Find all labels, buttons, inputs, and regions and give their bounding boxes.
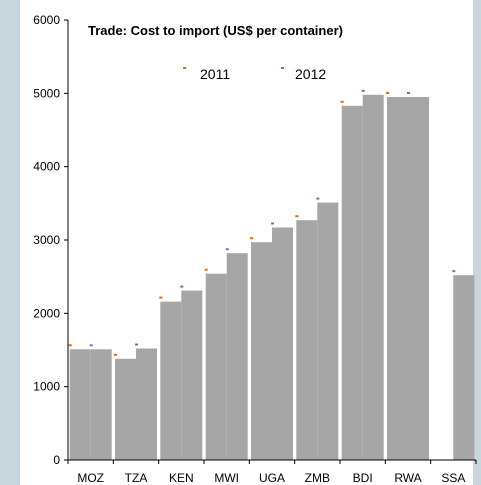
bar-marker-2011-ken xyxy=(159,296,163,299)
x-tick-label: RWA xyxy=(394,471,421,485)
bar-2011-uga xyxy=(251,242,272,460)
bar-2012-ken xyxy=(181,290,203,460)
bar-marker-2012-zmb xyxy=(316,197,320,200)
bar-2011-zmb xyxy=(296,220,318,460)
bar-marker-2012-mwi xyxy=(225,248,229,251)
bar-2011-moz xyxy=(69,349,91,460)
bar-2011-ken xyxy=(160,301,182,460)
right-border xyxy=(473,0,481,485)
y-tick-label: 3000 xyxy=(33,233,60,247)
bar-2011-rwa xyxy=(387,97,408,460)
bar-2012-bdi xyxy=(362,94,384,461)
bar-marker-2012-ssa xyxy=(452,270,456,273)
x-tick-label: TZA xyxy=(125,471,148,485)
bar-2012-tza xyxy=(136,348,157,460)
y-axis: 0 1000 2000 3000 4000 5000 6000 xyxy=(33,13,69,467)
y-tick-label: 2000 xyxy=(33,306,60,320)
y-tick-label: 6000 xyxy=(33,13,60,27)
y-tick-label: 4000 xyxy=(33,160,60,174)
x-tick-label: MWI xyxy=(214,471,239,485)
x-tick-label: KEN xyxy=(169,471,194,485)
bar-marker-2011-uga xyxy=(250,237,253,240)
bar-2011-mwi xyxy=(205,273,227,460)
bar-marker-2011-rwa xyxy=(386,92,389,94)
x-tick-label: UGA xyxy=(259,471,285,485)
x-tick-label: SSA xyxy=(441,471,465,485)
x-tick-label: MOZ xyxy=(77,471,104,485)
bar-2011-tza xyxy=(115,358,136,460)
legend-label-2012: 2012 xyxy=(295,66,326,82)
chart-title: Trade: Cost to import (US$ per container… xyxy=(88,23,343,38)
bar-marker-2012-rwa xyxy=(407,92,410,94)
y-tick-label: 1000 xyxy=(33,380,60,394)
y-tick-label: 5000 xyxy=(33,86,60,100)
bar-marker-2011-mwi xyxy=(204,268,208,271)
bar-marker-2011-tza xyxy=(114,353,117,356)
legend-label-2011: 2011 xyxy=(200,66,230,82)
bar-2012-moz xyxy=(90,349,112,460)
x-tick-label: BDI xyxy=(353,471,373,485)
bar-marker-2011-zmb xyxy=(295,215,299,218)
legend-marker-2011 xyxy=(183,67,186,69)
legend: 2011 2012 xyxy=(183,66,326,82)
bar-marker-2012-bdi xyxy=(361,89,365,92)
bar-marker-2012-tza xyxy=(135,343,138,346)
bar-2012-rwa xyxy=(408,97,429,460)
bars-group xyxy=(68,89,475,461)
y-tick-label: 0 xyxy=(53,453,60,467)
bar-marker-2011-bdi xyxy=(340,100,344,103)
bar-2011-bdi xyxy=(341,105,363,461)
bar-marker-2012-ken xyxy=(180,285,184,288)
bar-marker-2012-moz xyxy=(89,344,93,347)
bar-2012-zmb xyxy=(317,202,339,460)
bar-2012-uga xyxy=(272,227,293,460)
bar-2012-mwi xyxy=(226,253,248,460)
bar-2012-ssa xyxy=(453,275,475,460)
x-tick-label: ZMB xyxy=(305,471,330,485)
x-axis: MOZ TZA KEN MWI UGA ZMB BDI RWA SSA xyxy=(67,459,477,485)
bar-marker-2011-moz xyxy=(68,344,72,347)
legend-marker-2012 xyxy=(281,67,284,69)
bar-marker-2012-uga xyxy=(271,222,274,225)
